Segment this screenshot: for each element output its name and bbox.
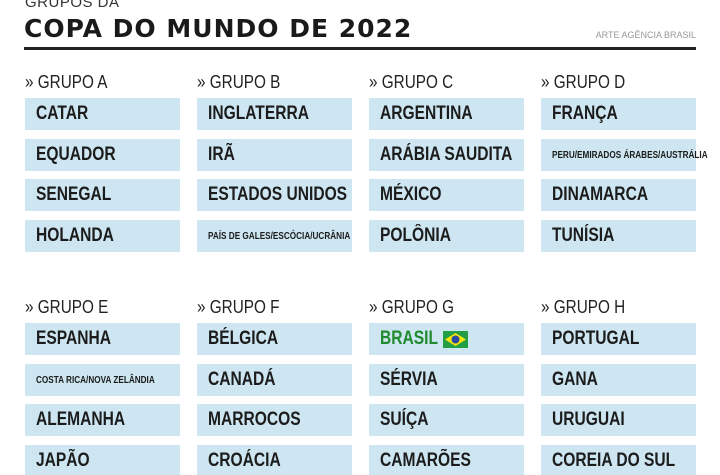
header-rule	[24, 47, 696, 50]
group-title: » GRUPO D	[541, 72, 626, 92]
team-cell: COSTA RICA/NOVA ZELÂNDIA	[25, 364, 180, 396]
team-name: JAPÃO	[36, 450, 90, 471]
title: COPA DO MUNDO DE 2022	[24, 14, 413, 43]
team-cell: EQUADOR	[25, 139, 180, 171]
credit: ARTE AGÊNCIA BRASIL	[595, 30, 696, 40]
team-name: ARGENTINA	[380, 103, 473, 124]
team-name: BÉLGICA	[208, 328, 279, 349]
team-name: CROÁCIA	[208, 450, 281, 471]
team-cell: TUNÍSIA	[541, 220, 696, 252]
team-name: GANA	[552, 369, 598, 390]
team-name: SENEGAL	[36, 184, 112, 205]
group-title: » GRUPO B	[197, 72, 281, 92]
team-cell: ALEMANHA	[25, 404, 180, 436]
team-cell: JAPÃO	[25, 445, 180, 475]
team-name: CANADÁ	[208, 369, 276, 390]
brazil-flag	[442, 330, 468, 348]
team-cell: SÉRVIA	[369, 364, 524, 396]
team-name: PORTUGAL	[552, 328, 640, 349]
team-name: TUNÍSIA	[552, 225, 615, 246]
team-cell: SENEGAL	[25, 179, 180, 211]
team-cell: POLÔNIA	[369, 220, 524, 252]
team-name: ARÁBIA SAUDITA	[380, 144, 513, 165]
team-cell: PORTUGAL	[541, 323, 696, 355]
team-cell: URUGUAI	[541, 404, 696, 436]
team-cell: ESPANHA	[25, 323, 180, 355]
team-name: URUGUAI	[552, 409, 625, 430]
team-name: PAÍS DE GALES/ESCÓCIA/UCRÂNIA	[208, 230, 351, 242]
team-cell: MÉXICO	[369, 179, 524, 211]
group-title: » GRUPO C	[369, 72, 454, 92]
supertitle: GRUPOS DA	[25, 0, 120, 11]
team-cell: CANADÁ	[197, 364, 352, 396]
team-name: IRÃ	[208, 144, 235, 165]
team-name: CATAR	[36, 103, 89, 124]
group-title: » GRUPO E	[25, 297, 109, 317]
team-name: COSTA RICA/NOVA ZELÂNDIA	[36, 374, 155, 386]
team-name: CAMARÕES	[380, 450, 471, 471]
team-name: ALEMANHA	[36, 409, 126, 430]
team-cell: CATAR	[25, 98, 180, 130]
team-cell: IRÃ	[197, 139, 352, 171]
team-name: MARROCOS	[208, 409, 301, 430]
team-cell: SUÍÇA	[369, 404, 524, 436]
team-cell: CAMARÕES	[369, 445, 524, 475]
team-cell: HOLANDA	[25, 220, 180, 252]
team-name: DINAMARCA	[552, 184, 649, 205]
team-cell: COREIA DO SUL	[541, 445, 696, 475]
team-name: SUÍÇA	[380, 409, 429, 430]
team-name: EQUADOR	[36, 144, 116, 165]
group-title: » GRUPO G	[369, 297, 455, 317]
group-title: » GRUPO A	[25, 72, 108, 92]
group-title: » GRUPO F	[197, 297, 280, 317]
team-name: SÉRVIA	[380, 369, 438, 390]
group-title: » GRUPO H	[541, 297, 626, 317]
team-cell: BRASIL	[369, 323, 524, 355]
team-cell: PERU/EMIRADOS ÁRABES/AUSTRÁLIA	[541, 139, 708, 171]
team-name: INGLATERRA	[208, 103, 309, 124]
team-cell: ARÁBIA SAUDITA	[369, 139, 524, 171]
team-name: ESPANHA	[36, 328, 112, 349]
team-name: POLÔNIA	[380, 225, 451, 246]
team-name: ESTADOS UNIDOS	[208, 184, 348, 205]
team-cell: PAÍS DE GALES/ESCÓCIA/UCRÂNIA	[197, 220, 352, 252]
team-name: PERU/EMIRADOS ÁRABES/AUSTRÁLIA	[552, 149, 708, 161]
team-cell: ARGENTINA	[369, 98, 524, 130]
team-cell: FRANÇA	[541, 98, 696, 130]
team-name: FRANÇA	[552, 103, 618, 124]
team-cell: ESTADOS UNIDOS	[197, 179, 352, 211]
team-cell: CROÁCIA	[197, 445, 352, 475]
team-cell: DINAMARCA	[541, 179, 696, 211]
team-cell: BÉLGICA	[197, 323, 352, 355]
team-cell: INGLATERRA	[197, 98, 352, 130]
team-name: HOLANDA	[36, 225, 114, 246]
team-name: MÉXICO	[380, 184, 442, 205]
team-name: BRASIL	[380, 328, 439, 349]
team-cell: GANA	[541, 364, 696, 396]
team-cell: MARROCOS	[197, 404, 352, 436]
team-name: COREIA DO SUL	[552, 450, 676, 471]
